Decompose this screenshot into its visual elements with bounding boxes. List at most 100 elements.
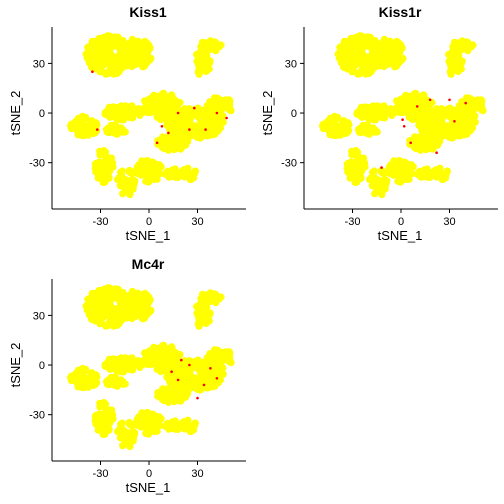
panel-title: Kiss1 — [129, 4, 167, 20]
expressing-cell-point — [415, 105, 419, 108]
cell-point — [463, 38, 471, 46]
cell-point — [112, 373, 120, 381]
x-tick-label: -30 — [93, 216, 109, 228]
cell-point — [120, 433, 128, 441]
panel-kiss1r: Kiss1r -30 0 30 -30 0 30 tSNE_1 tSNE_2 — [260, 4, 498, 243]
cell-point — [74, 129, 82, 137]
cell-point — [90, 308, 98, 316]
cell-point — [153, 422, 161, 430]
cell-point — [332, 123, 340, 131]
cell-point — [395, 40, 403, 48]
x-tick-label: 30 — [443, 216, 455, 228]
cell-point — [159, 386, 167, 394]
cell-point — [92, 371, 100, 379]
cell-point — [144, 166, 152, 175]
y-tick-label: -30 — [29, 158, 45, 170]
cell-point — [455, 131, 463, 139]
expressing-cell-point — [176, 111, 180, 115]
cell-point — [398, 173, 406, 181]
cell-point — [123, 292, 131, 301]
cell-point — [380, 108, 388, 116]
cell-point — [462, 98, 470, 106]
expressing-cell-point — [193, 106, 196, 110]
cell-point — [105, 154, 113, 162]
cell-point — [431, 170, 439, 178]
cell-point — [369, 168, 377, 176]
cell-point — [222, 348, 230, 356]
expressing-cell-point — [402, 125, 406, 128]
cell-point — [196, 134, 204, 142]
cell-point — [125, 440, 133, 449]
cell-point — [373, 128, 381, 136]
cell-point — [347, 166, 355, 174]
cell-point — [448, 134, 456, 142]
cell-point — [398, 108, 406, 117]
cell-point — [203, 310, 211, 318]
cell-point — [364, 39, 372, 47]
cell-point — [95, 172, 103, 180]
cell-point — [326, 129, 334, 137]
cell-point — [430, 132, 438, 140]
y-tick-label: -30 — [281, 158, 297, 170]
expressing-cell-point — [176, 378, 180, 382]
cell-point — [353, 52, 361, 60]
cell-point — [152, 344, 161, 352]
cell-point — [132, 54, 140, 62]
cell-point — [185, 421, 193, 429]
cell-point — [104, 284, 112, 292]
cell-point — [152, 92, 161, 100]
cell-point — [463, 43, 471, 51]
expressing-cell-point — [453, 120, 456, 123]
cell-point — [216, 124, 224, 132]
cell-point — [119, 442, 127, 450]
panel-mc4r: Mc4r -30 0 30 -30 0 30 tSNE_1 tSNE_2 — [8, 256, 246, 495]
cell-point — [117, 420, 125, 428]
cell-point — [186, 175, 194, 184]
cell-point — [194, 60, 202, 68]
cell-point — [410, 115, 418, 123]
cell-point — [468, 124, 476, 132]
cell-point — [446, 60, 454, 68]
cell-point — [211, 43, 219, 51]
cell-point — [437, 105, 446, 113]
cell-point — [411, 90, 419, 98]
x-axis-label: tSNE_1 — [126, 228, 171, 243]
y-tick-label: -30 — [29, 410, 45, 422]
cell-point — [159, 134, 167, 142]
cell-point — [139, 63, 147, 71]
cell-point — [194, 320, 202, 328]
cell-point — [128, 113, 137, 121]
cell-point — [206, 377, 214, 385]
scatter-plot: -30 0 30 -30 0 30 — [281, 27, 498, 228]
cell-point — [130, 291, 138, 299]
cell-point — [458, 125, 466, 133]
expressing-cell-point — [225, 116, 228, 120]
cell-point — [144, 55, 152, 63]
cell-point — [107, 311, 115, 320]
cell-point — [194, 104, 202, 112]
cell-point — [133, 46, 141, 54]
y-tick-label: 30 — [33, 58, 45, 70]
cell-point — [393, 108, 401, 116]
cell-point — [454, 67, 462, 76]
cell-point — [417, 173, 425, 181]
cell-point — [117, 168, 125, 176]
cell-point — [197, 369, 205, 377]
cell-point — [81, 383, 89, 391]
cell-point — [105, 406, 113, 414]
cell-point — [144, 300, 152, 308]
cell-point — [202, 319, 210, 328]
expressing-cell-point — [91, 70, 94, 73]
cell-point — [92, 119, 100, 127]
cell-point — [387, 163, 395, 171]
y-tick-label: 30 — [33, 310, 45, 322]
cell-point — [203, 58, 211, 66]
cell-point — [143, 352, 151, 360]
expressing-cells — [91, 70, 228, 145]
cell-point — [204, 115, 213, 123]
cell-point — [191, 419, 199, 427]
cell-point — [446, 104, 454, 112]
cell-point — [415, 95, 423, 103]
cell-point — [210, 98, 218, 106]
cell-point — [199, 291, 207, 299]
